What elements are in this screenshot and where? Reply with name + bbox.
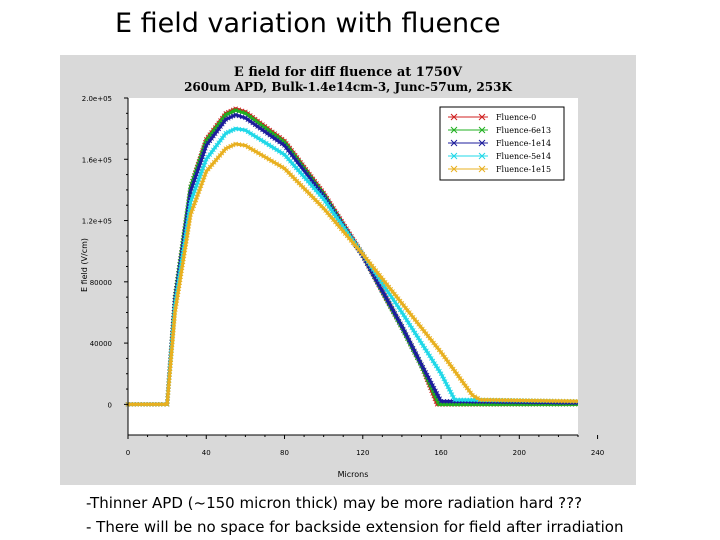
x-tick-label: 0	[126, 449, 130, 457]
x-tick-label: 40	[202, 449, 211, 457]
legend-marker	[478, 139, 486, 147]
chart-figure: E field for diff fluence at 1750V 260um …	[60, 55, 636, 485]
x-tick-label: 240	[591, 449, 604, 457]
legend-label: Fluence-1e14	[496, 139, 551, 148]
slide-title: E field variation with fluence	[115, 8, 501, 39]
y-tick-label: 40000	[90, 340, 112, 348]
y-axis-label: E field (V/cm)	[80, 238, 89, 292]
legend-item: Fluence-1e14	[448, 139, 551, 148]
legend-marker	[478, 152, 486, 160]
chart-legend: Fluence-0 Fluence-6e13 Fluence-1e14 Fluence…	[439, 106, 565, 181]
x-tick-label: 160	[434, 449, 447, 457]
axes: 0 40 80 120 160 200 240 0 40000 80000 1.2e+05 1.6e+…	[82, 95, 604, 457]
legend-marker	[450, 139, 458, 147]
chart-subtitle: 260um APD, Bulk-1.4e14cm-3, Junc-57um, 2…	[184, 80, 512, 94]
legend-marker	[478, 126, 486, 134]
legend-item: Fluence-1e15	[448, 165, 551, 174]
legend-item: Fluence-0	[448, 113, 536, 122]
legend-label: Fluence-0	[496, 113, 536, 122]
y-tick-label: 1.6e+05	[82, 156, 112, 164]
y-tick-label: 2.0e+05	[82, 95, 112, 103]
legend-marker	[450, 126, 458, 134]
legend-label: Fluence-5e14	[496, 152, 551, 161]
note-line-2: - There will be no space for backside ex…	[86, 518, 624, 536]
legend-marker	[450, 165, 458, 173]
legend-item: Fluence-5e14	[448, 152, 551, 161]
legend-label: Fluence-1e15	[496, 165, 551, 174]
note-line-1: -Thinner APD (~150 micron thick) may be …	[86, 494, 583, 512]
x-tick-label: 120	[356, 449, 369, 457]
chart-svg: E field for diff fluence at 1750V 260um …	[80, 65, 604, 479]
legend-label: Fluence-6e13	[496, 126, 551, 135]
legend-marker	[450, 113, 458, 121]
legend-marker	[450, 152, 458, 160]
legend-marker	[478, 113, 486, 121]
y-tick-label: 1.2e+05	[82, 218, 112, 226]
legend-item: Fluence-6e13	[448, 126, 551, 135]
x-axis-label: Microns	[338, 470, 369, 479]
x-tick-label: 200	[513, 449, 526, 457]
chart-title: E field for diff fluence at 1750V	[234, 65, 463, 80]
y-tick-label: 0	[108, 401, 112, 409]
plot-marks	[125, 106, 579, 407]
y-tick-label: 80000	[90, 279, 112, 287]
legend-marker	[478, 165, 486, 173]
x-tick-label: 80	[280, 449, 289, 457]
